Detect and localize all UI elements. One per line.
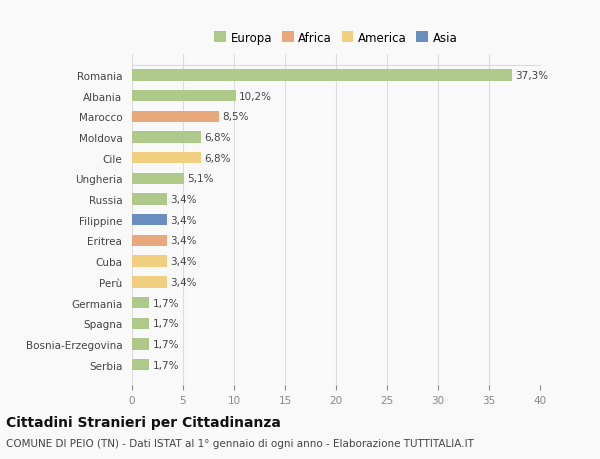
Text: 37,3%: 37,3% <box>515 71 548 81</box>
Bar <box>132 339 149 350</box>
Text: 6,8%: 6,8% <box>205 153 231 163</box>
Bar <box>132 112 218 123</box>
Text: Cittadini Stranieri per Cittadinanza: Cittadini Stranieri per Cittadinanza <box>6 415 281 429</box>
Bar <box>132 153 202 164</box>
Bar <box>132 256 167 267</box>
Bar <box>132 297 149 308</box>
Bar <box>132 91 236 102</box>
Bar <box>132 359 149 370</box>
Legend: Europa, Africa, America, Asia: Europa, Africa, America, Asia <box>211 28 461 48</box>
Text: 3,4%: 3,4% <box>170 236 196 246</box>
Text: 8,5%: 8,5% <box>222 112 248 122</box>
Bar <box>132 215 167 226</box>
Bar <box>132 235 167 246</box>
Text: COMUNE DI PEIO (TN) - Dati ISTAT al 1° gennaio di ogni anno - Elaborazione TUTTI: COMUNE DI PEIO (TN) - Dati ISTAT al 1° g… <box>6 438 474 448</box>
Text: 5,1%: 5,1% <box>187 174 214 184</box>
Text: 1,7%: 1,7% <box>152 319 179 329</box>
Text: 1,7%: 1,7% <box>152 339 179 349</box>
Text: 3,4%: 3,4% <box>170 277 196 287</box>
Text: 1,7%: 1,7% <box>152 360 179 370</box>
Text: 10,2%: 10,2% <box>239 91 272 101</box>
Text: 3,4%: 3,4% <box>170 215 196 225</box>
Text: 1,7%: 1,7% <box>152 298 179 308</box>
Bar <box>132 277 167 288</box>
Bar <box>132 194 167 205</box>
Bar <box>132 174 184 185</box>
Bar <box>132 132 202 143</box>
Text: 3,4%: 3,4% <box>170 195 196 205</box>
Bar <box>132 70 512 81</box>
Text: 3,4%: 3,4% <box>170 257 196 267</box>
Bar <box>132 318 149 329</box>
Text: 6,8%: 6,8% <box>205 133 231 143</box>
